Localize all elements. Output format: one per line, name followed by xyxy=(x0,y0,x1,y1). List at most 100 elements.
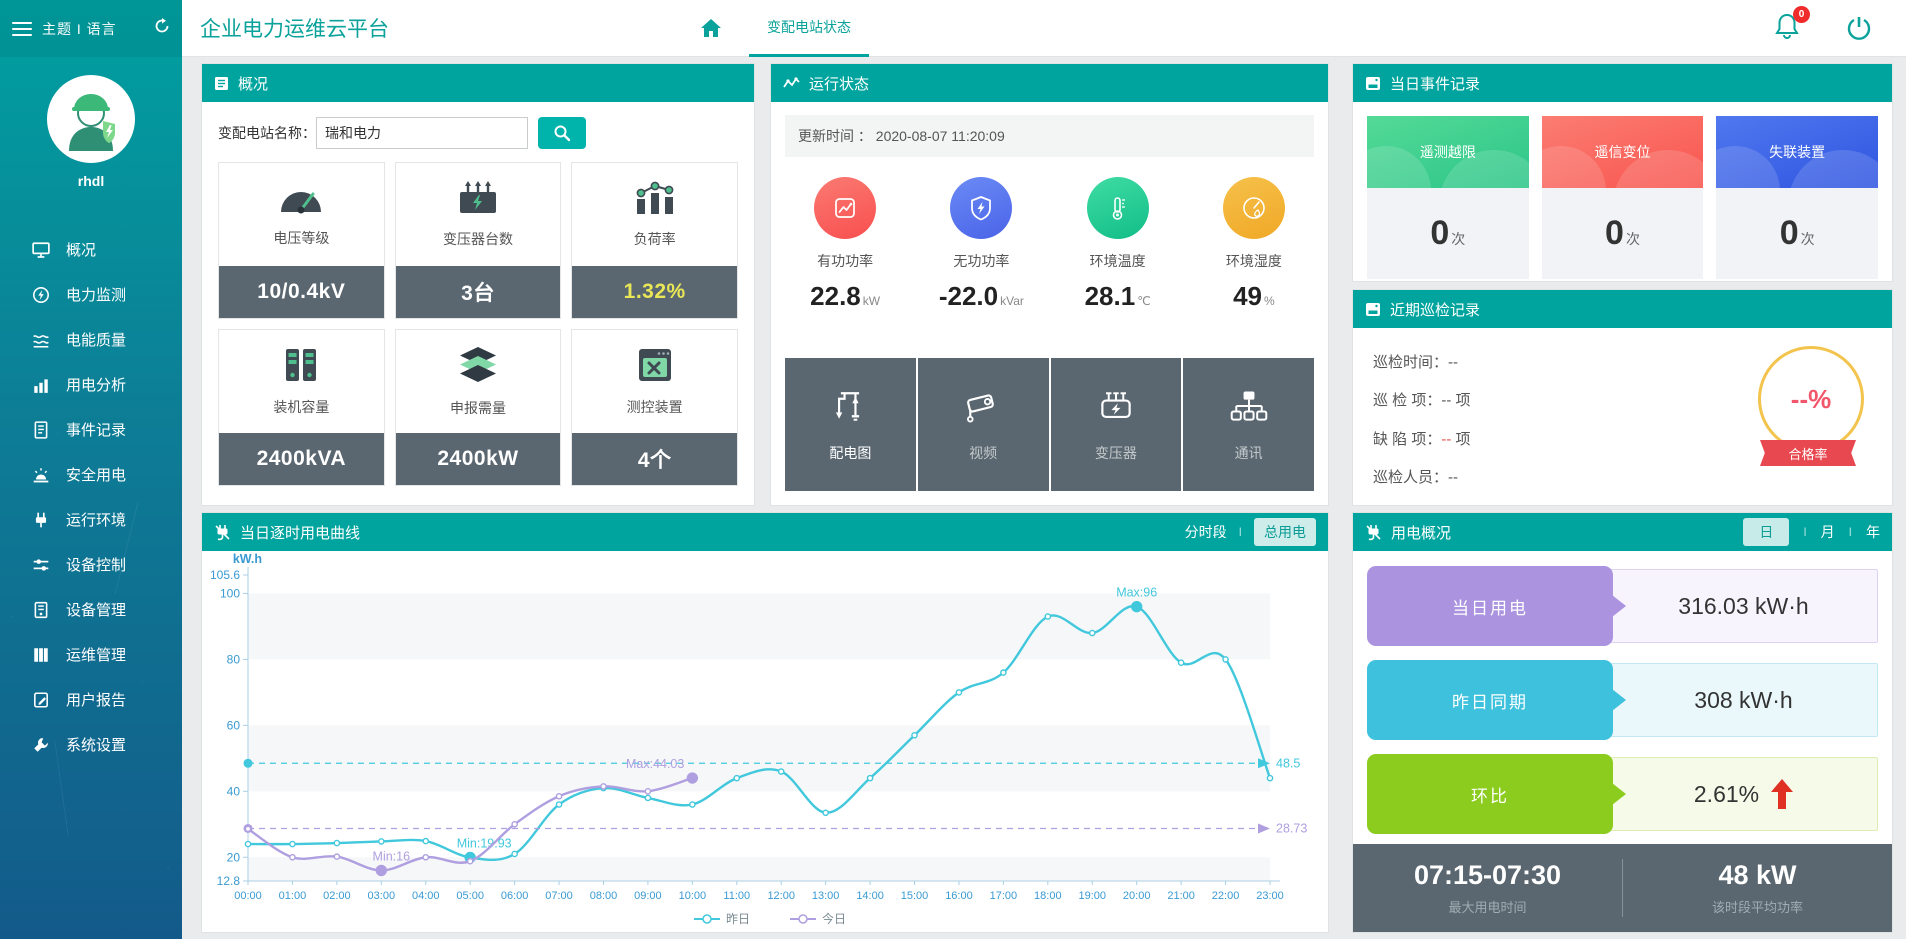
svg-text:22:00: 22:00 xyxy=(1212,890,1240,902)
theme-language-toggle[interactable]: 主题 I 语言 xyxy=(42,20,117,37)
stat-card-declared-demand: 申报需量 2400kW xyxy=(394,329,562,486)
svg-text:昨日: 昨日 xyxy=(726,912,750,926)
search-icon xyxy=(553,124,571,142)
svg-text:23:00: 23:00 xyxy=(1256,890,1284,902)
event-card-header: 遥信变位 xyxy=(1541,116,1704,188)
top-header: 企业电力运维云平台 变配电站状态 0 xyxy=(182,0,1906,57)
stat-label: 负荷率 xyxy=(633,230,676,247)
power-logout-icon[interactable] xyxy=(1846,15,1872,41)
inspection-row-items: 巡 检 项：-- 项 xyxy=(1373,392,1471,410)
sidebar-item-environment[interactable]: 运行环境 xyxy=(0,497,182,542)
metric-value: 49 xyxy=(1233,281,1262,311)
overview-cards: 电压等级 10/0.4kV 变压器台数 3台 负荷率 1.32% xyxy=(202,162,754,486)
sidebar-item-event-log[interactable]: 事件记录 xyxy=(0,407,182,452)
station-search-input[interactable] xyxy=(316,117,528,149)
usage-ribbon: 昨日同期 xyxy=(1367,660,1626,740)
svg-text:14:00: 14:00 xyxy=(856,890,884,902)
action-label: 配电图 xyxy=(829,444,872,461)
metric-value: 28.1 xyxy=(1084,281,1136,311)
search-label: 变配电站名称： xyxy=(218,125,316,141)
tab-month[interactable]: 月 xyxy=(1820,524,1835,540)
home-icon[interactable] xyxy=(699,16,723,40)
svg-text:今日: 今日 xyxy=(822,911,846,926)
sidebar-item-power-monitor[interactable]: 电力监测 xyxy=(0,272,182,317)
search-button[interactable] xyxy=(538,117,586,149)
update-time-row: 更新时间 ： 2020-08-07 11:20:09 xyxy=(785,115,1314,157)
action-distribution-diagram[interactable]: 配电图 xyxy=(785,358,916,491)
trend-up-arrow-icon xyxy=(1771,779,1794,809)
transformer-icon xyxy=(452,180,504,220)
stat-value: 2400kW xyxy=(395,433,561,485)
inspection-row-time: 巡检时间：-- xyxy=(1373,354,1459,371)
tab-day[interactable]: 日 xyxy=(1743,518,1790,546)
svg-text:00:00: 00:00 xyxy=(234,890,262,902)
sidebar-item-label: 电力监测 xyxy=(66,287,127,304)
panel-running-status: 运行状态 更新时间 ： 2020-08-07 11:20:09 有功功率 22.… xyxy=(770,63,1329,506)
sidebar-item-user-report[interactable]: 用户报告 xyxy=(0,677,182,722)
sidebar-item-safe-power[interactable]: 安全用电 xyxy=(0,452,182,497)
svg-text:10:00: 10:00 xyxy=(679,890,707,902)
usage-ribbon: 环比 xyxy=(1367,754,1626,834)
tab-bar: 变配电站状态 xyxy=(699,0,869,57)
metric-value: 22.8 xyxy=(810,281,861,311)
station-search-row: 变配电站名称： xyxy=(202,102,754,162)
sidebar-item-label: 运行环境 xyxy=(66,512,127,529)
humidity-gauge-icon xyxy=(1222,177,1285,239)
svg-text:48.5: 48.5 xyxy=(1276,756,1300,770)
activity-icon xyxy=(783,76,800,90)
panel-overview-header: 概况 xyxy=(202,64,754,102)
sidebar-item-ops-management[interactable]: 运维管理 xyxy=(0,632,182,677)
stat-label: 装机容量 xyxy=(273,398,330,415)
notification-badge: 0 xyxy=(1793,5,1810,23)
sidebar-item-usage-analysis[interactable]: 用电分析 xyxy=(0,362,182,407)
svg-text:08:00: 08:00 xyxy=(590,890,618,902)
svg-text:80: 80 xyxy=(227,652,241,666)
sidebar-item-device-management[interactable]: 设备管理 xyxy=(0,587,182,632)
sidebar-item-overview[interactable]: 概况 xyxy=(0,227,182,272)
sidebar-item-label: 设备控制 xyxy=(66,557,127,574)
metric-unit: ℃ xyxy=(1137,294,1151,308)
panel-events-header: 当日事件记录 xyxy=(1353,64,1892,102)
usage-row-ratio: 2.61% 环比 xyxy=(1367,754,1878,834)
mode-separator: I xyxy=(1238,525,1242,539)
footer-value: 07:15-07:30 xyxy=(1413,860,1562,890)
tab-separator: I xyxy=(1803,525,1807,539)
action-communication[interactable]: 通讯 xyxy=(1183,358,1314,491)
panel-hourly-usage-chart: 当日逐时用电曲线 分时段 I 总用电 kW.h 12.8 20 40 60 80 100 10… xyxy=(201,512,1329,933)
tab-substation-status[interactable]: 变配电站状态 xyxy=(749,0,869,57)
panel-usage-header: 用电概况 日 I 月 I 年 xyxy=(1353,513,1892,551)
notification-bell-icon[interactable]: 0 xyxy=(1774,5,1810,45)
pass-rate-badge: --% xyxy=(1758,346,1864,452)
svg-text:Max:96: Max:96 xyxy=(1116,586,1157,600)
svg-text:20:00: 20:00 xyxy=(1123,890,1151,902)
sidebar-item-power-quality[interactable]: 电能质量 xyxy=(0,317,182,362)
sidebar-item-system-settings[interactable]: 系统设置 xyxy=(0,722,182,767)
sidebar-item-label: 概况 xyxy=(66,242,97,259)
sidebar-item-device-control[interactable]: 设备控制 xyxy=(0,542,182,587)
action-transformer[interactable]: 变压器 xyxy=(1050,358,1182,491)
svg-text:05:00: 05:00 xyxy=(456,890,484,902)
event-unit: 次 xyxy=(1451,231,1466,247)
meter-device-icon xyxy=(1365,76,1381,91)
list-icon xyxy=(214,76,229,91)
action-video[interactable]: 视频 xyxy=(917,358,1049,491)
svg-text:15:00: 15:00 xyxy=(901,890,929,902)
metric-unit: % xyxy=(1264,294,1275,308)
mode-total-usage[interactable]: 总用电 xyxy=(1254,518,1316,546)
mode-by-period[interactable]: 分时段 xyxy=(1184,524,1227,540)
svg-text:18:00: 18:00 xyxy=(1034,890,1062,902)
control-device-icon xyxy=(629,347,681,388)
gauge-icon xyxy=(275,182,327,219)
refresh-icon[interactable] xyxy=(154,18,170,39)
svg-text:12.8: 12.8 xyxy=(217,874,241,888)
tab-year[interactable]: 年 xyxy=(1866,524,1880,540)
sidebar: 主题 I 语言 rhdl 概况 xyxy=(0,0,182,939)
stat-label: 电压等级 xyxy=(273,229,330,246)
plug-power-icon xyxy=(214,524,231,541)
hamburger-menu-icon[interactable] xyxy=(12,21,32,37)
svg-text:04:00: 04:00 xyxy=(412,890,440,902)
svg-text:60: 60 xyxy=(227,718,241,732)
